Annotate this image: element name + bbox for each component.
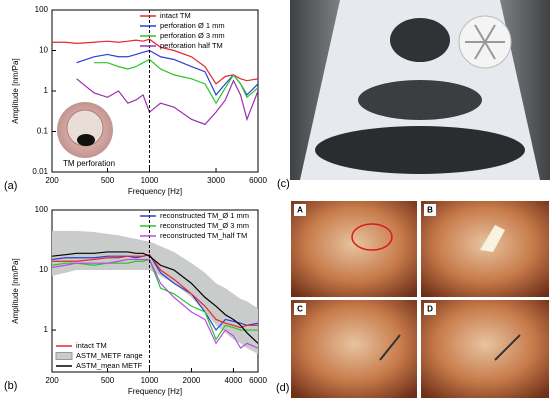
subpanel-label: B [427, 206, 433, 215]
x-tick-label: 6000 [249, 176, 267, 185]
series-line [93, 58, 258, 105]
legend-label: reconstructed TM_Ø 3 mm [160, 221, 249, 230]
series-line [52, 254, 258, 332]
y-tick-label: 100 [35, 205, 49, 214]
annotation: TM perforation [63, 159, 115, 168]
plot-area [52, 38, 258, 126]
plot-area [52, 230, 258, 354]
subpanel-label: C [297, 305, 303, 314]
y-tick-label: 0.01 [32, 167, 48, 176]
plot-frame [51, 209, 259, 373]
legend-label: perforation half TM [160, 41, 223, 50]
legend-label: perforation Ø 3 mm [160, 31, 225, 40]
panel-label: (c) [277, 178, 290, 190]
legend-label: intact TM [160, 11, 191, 20]
y-tick-label: 10 [39, 46, 48, 55]
legend-label: reconstructed TM_half TM [160, 231, 247, 240]
series-line [52, 251, 258, 344]
panel-label: (a) [4, 180, 17, 192]
subpanel-box [294, 303, 306, 315]
x-tick-label: 2000 [183, 376, 201, 385]
series-line [76, 78, 258, 126]
x-tick-label: 500 [101, 176, 115, 185]
panel-label: (b) [4, 380, 17, 392]
y-tick-label: 1 [44, 86, 49, 95]
subpanel-box [424, 303, 436, 315]
y-axis-label: Amplitude [nm/Pa] [11, 58, 20, 123]
photo-d [290, 200, 550, 399]
x-tick-label: 6000 [249, 376, 267, 385]
x-tick-label: 4000 [225, 376, 243, 385]
subpanel-label: D [427, 305, 433, 314]
inset-ear [57, 102, 113, 158]
series-line [52, 258, 258, 349]
panel-label: (d) [276, 382, 289, 394]
series-line [52, 38, 258, 85]
x-tick-label: 200 [45, 176, 59, 185]
x-tick-label: 1000 [141, 176, 159, 185]
x-tick-label: 3000 [207, 176, 225, 185]
series-line [52, 254, 258, 329]
legend-label: ASTM_mean METF [76, 361, 143, 370]
range-band [52, 230, 258, 354]
legend-label: intact TM [76, 341, 107, 350]
subpanel-box [294, 204, 306, 216]
legend-label: reconstructed TM_Ø 1 mm [160, 211, 249, 220]
x-tick-label: 200 [45, 376, 59, 385]
y-tick-label: 0.1 [37, 127, 49, 136]
series-line [52, 258, 258, 341]
x-tick-label: 1000 [141, 376, 159, 385]
subpanel-label: A [297, 206, 303, 215]
legend-swatch [55, 352, 73, 360]
y-tick-label: 1 [44, 325, 49, 334]
photo-c [290, 0, 550, 180]
legend-label: ASTM_METF range [76, 351, 143, 360]
subpanel-box [424, 204, 436, 216]
x-axis-label: Frequency [Hz] [128, 387, 182, 396]
x-tick-label: 500 [101, 376, 115, 385]
y-tick-label: 10 [39, 265, 48, 274]
x-axis-label: Frequency [Hz] [128, 187, 182, 196]
y-axis-label: Amplitude [nm/Pa] [11, 258, 20, 323]
legend-label: perforation Ø 1 mm [160, 21, 225, 30]
y-tick-label: 100 [35, 5, 49, 14]
